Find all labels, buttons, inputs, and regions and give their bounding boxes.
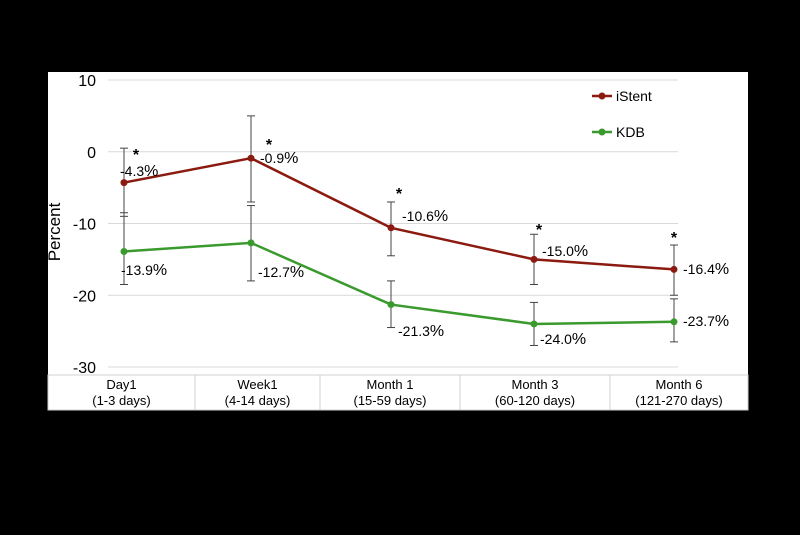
y-tick-label: 0 — [87, 145, 96, 162]
data-label: -10.6% — [402, 208, 448, 225]
data-label-percent: % — [153, 262, 167, 279]
data-label-percent: % — [715, 261, 729, 278]
legend-marker — [598, 92, 606, 100]
data-label-percent: % — [144, 163, 158, 180]
data-label-percent: % — [284, 150, 298, 167]
data-label-percent: % — [574, 243, 588, 260]
data-point — [120, 179, 128, 187]
data-point — [387, 224, 395, 232]
data-point — [247, 239, 255, 247]
data-label-value: -15.0 — [542, 243, 574, 259]
y-tick-label: -30 — [73, 360, 96, 377]
y-axis-label: Percent — [45, 202, 64, 261]
significance-star: * — [671, 230, 678, 247]
data-label: -15.0% — [542, 243, 588, 260]
data-points — [120, 154, 678, 328]
data-label-percent: % — [290, 264, 304, 281]
data-label-value: -24.0 — [540, 331, 572, 347]
x-axis-table: Day1(1-3 days) Week1(4-14 days) Month 1(15… — [47, 374, 749, 411]
data-point — [530, 320, 538, 328]
data-label: -12.7% — [258, 264, 304, 281]
data-point — [247, 154, 255, 162]
data-point — [670, 265, 678, 273]
plot-panel — [48, 72, 748, 410]
x-tick-label: Month 6 — [656, 377, 703, 392]
category-table-border — [47, 374, 749, 411]
y-tick-label: 10 — [78, 73, 96, 90]
data-label-value: -16.4 — [683, 261, 715, 277]
data-label-value: -4.3 — [120, 163, 144, 179]
data-label: -4.3% — [120, 163, 158, 180]
x-tick-label: Month 1 — [367, 377, 414, 392]
data-point — [670, 318, 678, 326]
data-label-value: -0.9 — [260, 150, 284, 166]
data-label-value: -21.3 — [398, 323, 430, 339]
significance-star: * — [266, 137, 273, 154]
data-label-value: -23.7 — [683, 313, 715, 329]
data-label-percent: % — [434, 208, 448, 225]
y-tick-label: -20 — [73, 288, 96, 305]
legend-label: KDB — [616, 124, 645, 140]
significance-star: * — [133, 147, 140, 164]
x-tick-sublabel: (121-270 days) — [635, 393, 722, 408]
legend-label: iStent — [616, 88, 652, 104]
data-point — [387, 301, 395, 309]
data-label-percent: % — [572, 331, 586, 348]
data-label-percent: % — [430, 323, 444, 340]
x-tick-label: Month 3 — [512, 377, 559, 392]
gridlines — [108, 79, 678, 368]
x-tick-label: Week1 — [237, 377, 277, 392]
data-label: -0.9% — [260, 150, 298, 167]
significance-star: * — [536, 222, 543, 239]
x-tick-sublabel: (15-59 days) — [354, 393, 427, 408]
x-tick-sublabel: (60-120 days) — [495, 393, 575, 408]
data-label-value: -10.6 — [402, 208, 434, 224]
data-labels: -4.3%-0.9%-10.6%-15.0%-16.4%-13.9% -12.7%… — [120, 150, 729, 348]
data-label: -16.4% — [683, 261, 729, 278]
x-tick-label: Day1 — [106, 377, 136, 392]
data-label: -24.0% — [540, 331, 586, 348]
data-point — [530, 255, 538, 263]
data-label-value: -12.7 — [258, 264, 290, 280]
legend: iStent KDB — [592, 88, 652, 140]
x-tick-sublabel: (4-14 days) — [225, 393, 291, 408]
data-label-percent: % — [715, 313, 729, 330]
y-tick-label: -10 — [73, 217, 96, 234]
x-tick-sublabel: (1-3 days) — [92, 393, 151, 408]
y-axis: 10 0 -10 -20 -30 — [73, 73, 96, 377]
data-label: -13.9% — [121, 262, 167, 279]
significance-star: * — [396, 186, 403, 203]
legend-marker — [598, 128, 606, 136]
significance-markers: * * * * * — [133, 137, 678, 247]
data-label: -23.7% — [683, 313, 729, 330]
data-label-value: -13.9 — [121, 262, 153, 278]
data-label: -21.3% — [398, 323, 444, 340]
data-point — [120, 247, 128, 255]
